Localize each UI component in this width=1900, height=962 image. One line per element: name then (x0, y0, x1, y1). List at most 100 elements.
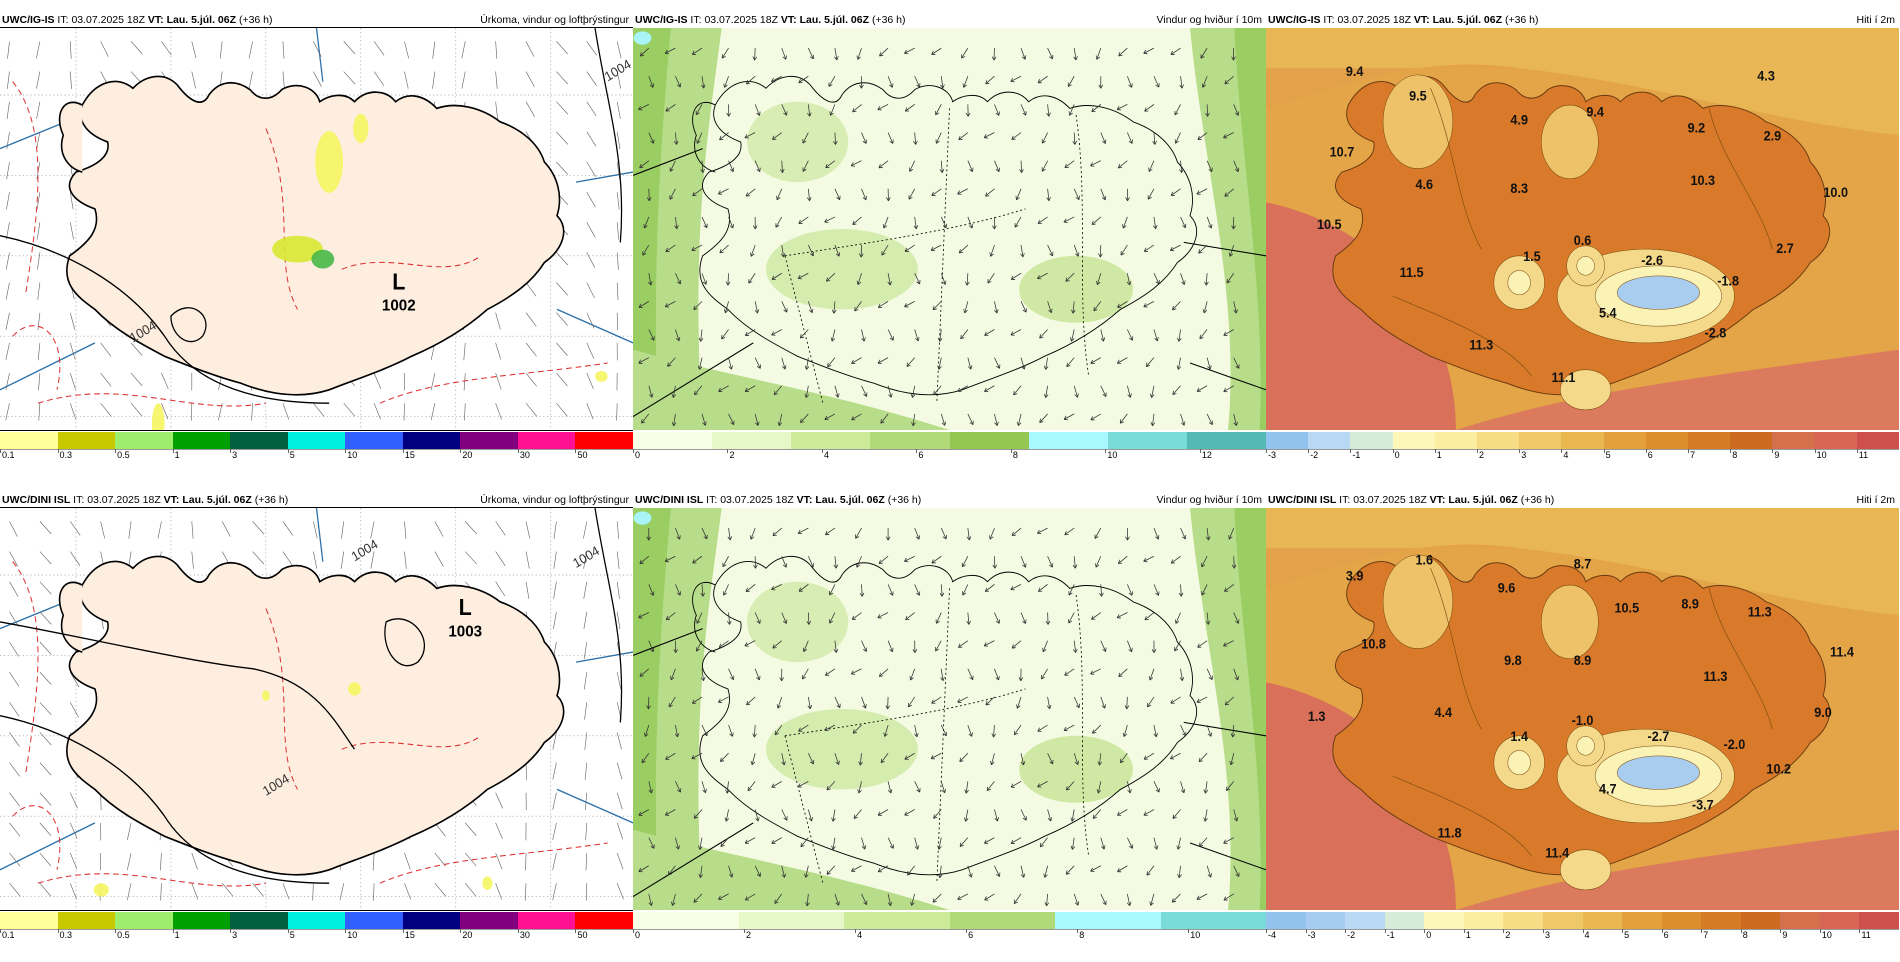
valid-time: Lau. 5.júl. 06Z (1448, 494, 1517, 506)
wind-map[interactable] (633, 508, 1266, 910)
legend-swatch (403, 912, 461, 929)
low-pressure-value: 1003 (448, 623, 482, 640)
panel-header: UWC/IG-IS IT: 03.07.2025 18Z VT: Lau. 5.… (633, 12, 1266, 28)
legend-swatch (1306, 912, 1346, 929)
valid-time: Lau. 5.júl. 06Z (182, 494, 251, 506)
temperature-value-label: 8.9 (1681, 596, 1699, 611)
legend-swatch (288, 432, 346, 449)
legend-tick-label: 11 (1859, 450, 1868, 460)
temperature-value-label: 11.5 (1400, 265, 1424, 280)
legend-tick-label: -3 (1308, 930, 1316, 940)
legend-swatch (712, 432, 792, 449)
temperature-value-label: -2.8 (1705, 325, 1727, 340)
wind-panel: UWC/IG-IS IT: 03.07.2025 18Z VT: Lau. 5.… (633, 12, 1266, 482)
legend-swatch (1424, 912, 1464, 929)
legend-tick-label: 12 (1202, 450, 1212, 460)
legend-tick-label: 4 (857, 930, 862, 940)
legend-swatch (1187, 432, 1266, 449)
legend-tick-label: 3 (232, 450, 237, 460)
initial-time: 03.07.2025 18Z (704, 14, 778, 26)
legend-tick-label: -2 (1310, 450, 1318, 460)
legend-tick-label: 11 (1861, 930, 1870, 940)
temperature-value-label: 10.0 (1823, 185, 1848, 200)
low-pressure-value: 1002 (382, 297, 416, 314)
legend-tick-label: 20 (462, 930, 472, 940)
temperature-value-label: 4.6 (1415, 176, 1433, 191)
panel-title: Hiti í 2m (1856, 12, 1895, 28)
legend-tick-label: 6 (1664, 930, 1669, 940)
legend-swatch (1741, 912, 1781, 929)
temperature-value-label: 5.4 (1599, 305, 1617, 320)
legend-swatch (173, 432, 231, 449)
temperature-value-label: 1.4 (1510, 729, 1528, 744)
legend-tick-label: 0.5 (117, 450, 130, 460)
legend-swatch (1772, 432, 1815, 449)
legend-tick-label: 3 (1545, 930, 1550, 940)
it-label: IT: (706, 494, 717, 506)
legend-tick-label: 30 (520, 450, 530, 460)
legend-tick-label: 3 (232, 930, 237, 940)
legend-swatch (575, 432, 633, 449)
temperature-value-label: 9.2 (1688, 120, 1706, 135)
temperature-value-label: 11.3 (1469, 337, 1493, 352)
model-name: UWC/IG-IS (1268, 14, 1321, 26)
legend-swatch (345, 432, 403, 449)
legend-swatch (1477, 432, 1520, 449)
temperature-value-label: 1.6 (1415, 552, 1433, 567)
temp-panel: UWC/IG-IS IT: 03.07.2025 18Z VT: Lau. 5.… (1266, 12, 1899, 482)
legend-swatch (1857, 432, 1899, 449)
legend-tick-label: 7 (1703, 930, 1708, 940)
legend-swatch (1308, 432, 1351, 449)
temperature-value-label: -3.7 (1692, 797, 1714, 812)
legend-swatch (460, 912, 518, 929)
legend-tick-label: 0.3 (60, 930, 73, 940)
legend-swatch (1055, 912, 1161, 929)
legend-swatch (518, 912, 576, 929)
legend-tick-label: 8 (1079, 930, 1084, 940)
initial-time: 03.07.2025 18Z (720, 494, 794, 506)
legend-tick-label: 0.5 (117, 930, 130, 940)
lead-time: (+36 h) (872, 14, 906, 26)
temperature-value-label: 8.7 (1574, 556, 1592, 571)
legend-tick-label: 9 (1782, 930, 1787, 940)
temperature-value-label: 10.2 (1766, 761, 1791, 776)
legend-swatch (115, 432, 173, 449)
legend-swatch (1108, 432, 1188, 449)
temperature-value-label: 8.9 (1574, 652, 1592, 667)
legend-swatch (1435, 432, 1478, 449)
legend-swatch (1393, 432, 1436, 449)
temperature-value-label: 11.4 (1545, 845, 1570, 860)
legend-swatch (58, 432, 116, 449)
legend-tick-label: 4 (824, 450, 829, 460)
lead-time: (+36 h) (1521, 494, 1555, 506)
legend-tick-label: -3 (1268, 450, 1276, 460)
temperature-value-label: 1.5 (1523, 249, 1541, 264)
panel-title: Úrkoma, vindur og loftþrýstingur (480, 12, 629, 28)
legend-swatch (0, 912, 58, 929)
legend-swatch (950, 912, 1056, 929)
precip-panel: UWC/DINI ISL IT: 03.07.2025 18Z VT: Lau.… (0, 492, 633, 962)
wind-map[interactable] (633, 28, 1266, 430)
legend-tick-label: 8 (1013, 450, 1018, 460)
temperature-value-label: 4.4 (1434, 705, 1452, 720)
legend-tick-label: -4 (1268, 930, 1276, 940)
lead-time: (+36 h) (255, 494, 289, 506)
legend-swatch (230, 432, 288, 449)
legend-swatch (1345, 912, 1385, 929)
temperature-value-label: 11.4 (1830, 644, 1855, 659)
temperature-value-label: 11.1 (1552, 369, 1576, 384)
model-name: UWC/DINI ISL (635, 494, 703, 506)
temperature-value-label: 10.7 (1330, 144, 1355, 159)
color-legend: -4-3-2-10123456789101112 (1266, 912, 1899, 946)
legend-tick-label: 1 (1466, 930, 1471, 940)
temperature-value-label: 10.3 (1690, 172, 1715, 187)
legend-swatch (1622, 912, 1662, 929)
it-label: IT: (690, 14, 701, 26)
legend-tick-label: 0 (635, 450, 640, 460)
